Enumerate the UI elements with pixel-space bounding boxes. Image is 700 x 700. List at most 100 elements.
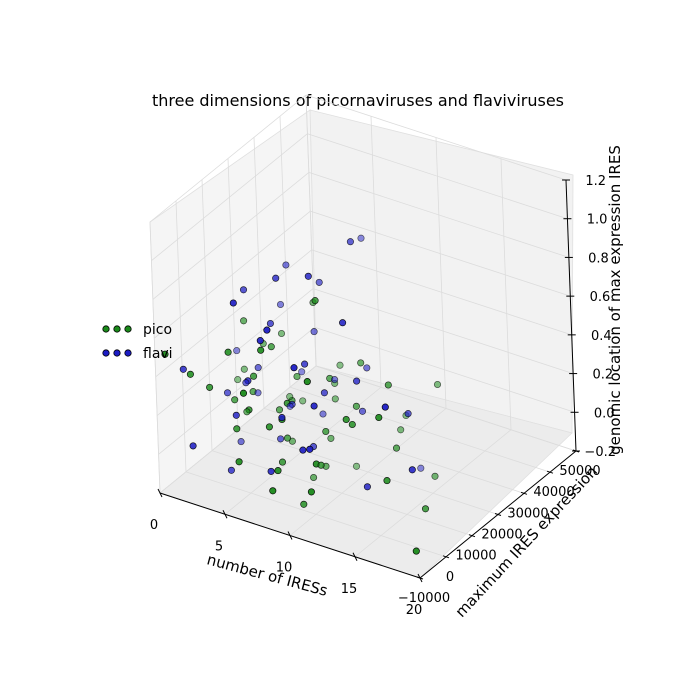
legend-label-flavi: flavi xyxy=(143,346,173,362)
flavi-point xyxy=(346,238,354,246)
legend-marker xyxy=(102,325,110,333)
flavi-point xyxy=(331,376,339,384)
pico-point xyxy=(240,365,248,373)
pico-point xyxy=(186,370,194,378)
flavi-point xyxy=(239,286,248,294)
grid-line xyxy=(310,210,571,297)
flavi-point xyxy=(306,445,314,453)
pico-point xyxy=(421,505,430,513)
pico-point xyxy=(317,461,325,469)
z-tick-label: 0.0 xyxy=(594,406,615,421)
legend-marker xyxy=(124,349,132,357)
grid-line xyxy=(149,221,161,494)
grid-line xyxy=(500,158,512,430)
flavi-point xyxy=(254,364,262,372)
flavi-point xyxy=(189,442,197,450)
flavi-point xyxy=(301,360,309,368)
flavi-point xyxy=(310,402,318,410)
pico-point xyxy=(277,329,286,338)
x-tick-label: 15 xyxy=(341,582,358,597)
pico-point xyxy=(299,397,307,405)
pico-point xyxy=(303,378,311,386)
flavi-point xyxy=(353,377,361,385)
pico-point xyxy=(286,393,294,401)
pico-point xyxy=(269,487,277,495)
flavi-point xyxy=(310,328,318,336)
tick-labels: 05101520−1000001000020000300004000050000… xyxy=(150,174,616,618)
pico-point xyxy=(231,396,239,404)
z-tick-label: 0.6 xyxy=(590,290,611,305)
chart-title: three dimensions of picornaviruses and f… xyxy=(152,91,564,110)
flavi-point xyxy=(363,483,371,491)
z-tick-label: 1.0 xyxy=(587,213,608,228)
flavi-point xyxy=(233,347,241,355)
grid-line xyxy=(155,249,312,378)
grid-line xyxy=(314,326,575,413)
flavi-point xyxy=(357,234,365,242)
z-tick-label: 0.4 xyxy=(591,329,612,344)
grid-line xyxy=(307,133,568,220)
pico-point xyxy=(392,444,401,452)
pico-point xyxy=(265,423,273,431)
flavi-point xyxy=(319,410,327,418)
pico-point xyxy=(348,420,356,429)
pico-point xyxy=(233,425,241,433)
flavi-point xyxy=(298,368,306,376)
pico-point xyxy=(336,361,344,369)
grid-line xyxy=(279,116,291,388)
flavi-point xyxy=(237,438,245,446)
grid-line xyxy=(227,158,239,430)
pico-point xyxy=(352,462,361,470)
flavi-point xyxy=(282,261,290,269)
x-axis-label: number of IRESs xyxy=(205,550,330,600)
grid-line xyxy=(237,429,499,515)
grid-line xyxy=(149,94,307,223)
flavi-point xyxy=(223,389,232,397)
legend-marker xyxy=(113,349,121,357)
x-tick-label: 20 xyxy=(406,603,423,618)
flavi-point xyxy=(299,446,307,454)
grid-line xyxy=(313,288,574,374)
legend-marker xyxy=(113,325,121,333)
flavi-point xyxy=(256,337,264,345)
flavi-point xyxy=(267,467,275,475)
grid-line xyxy=(435,137,447,409)
grid-line xyxy=(308,172,569,258)
pico-point xyxy=(322,427,330,436)
pico-point xyxy=(433,380,442,389)
pico-point xyxy=(278,458,287,466)
pico-point xyxy=(234,376,242,384)
pico-point xyxy=(342,415,350,424)
pico-point xyxy=(375,413,383,422)
pico-point xyxy=(250,372,258,380)
flavi-point xyxy=(276,300,285,309)
y-tick-label: 30000 xyxy=(507,506,548,521)
pico-point xyxy=(293,372,301,381)
z-axis-label: genomic location of max expression IRES xyxy=(606,145,624,455)
grid-line xyxy=(370,116,382,388)
pico-point xyxy=(431,472,439,480)
legend-label-pico: pico xyxy=(143,322,172,338)
y-tick-label: 0 xyxy=(446,570,454,585)
pico-point xyxy=(257,346,265,354)
z-tick-label: −0.2 xyxy=(584,445,616,460)
z-tick-label: 1.2 xyxy=(585,174,606,189)
y-tick-label: −10000 xyxy=(398,591,450,606)
x-tick-label: 10 xyxy=(276,561,293,576)
flavi-point xyxy=(254,389,262,397)
pico-point xyxy=(243,408,251,416)
x-tick-label: 5 xyxy=(215,539,223,554)
grid-line xyxy=(152,172,310,300)
pico-point xyxy=(383,477,391,485)
y-tick-label: 50000 xyxy=(559,464,600,479)
grid-line xyxy=(305,94,567,181)
grid-line xyxy=(201,179,213,451)
axis-ticks xyxy=(157,179,580,583)
flavi-point xyxy=(266,319,274,328)
pico-point xyxy=(206,383,214,391)
grid-line xyxy=(305,94,317,367)
flavi-point xyxy=(417,464,425,472)
flavi-point xyxy=(272,274,280,282)
grid-line xyxy=(175,200,187,472)
